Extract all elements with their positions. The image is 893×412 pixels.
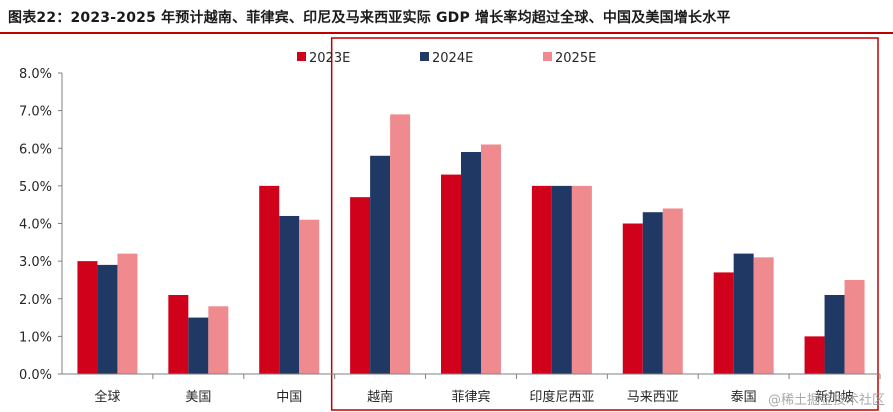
bar-2023E bbox=[441, 174, 461, 374]
bar-2024E bbox=[824, 294, 845, 374]
bar-2025E bbox=[481, 144, 501, 374]
bar-2025E bbox=[208, 306, 229, 374]
legend-label: 2025E bbox=[555, 51, 596, 66]
x-tick-label: 越南 bbox=[367, 389, 393, 405]
bar-chart: 0.0% 1.0% 2.0% 3.0% 4.0% 5.0% 6.0% 7.0% 8.0% 全球 美国… bbox=[19, 37, 881, 411]
y-tick-label: 3.0% bbox=[19, 255, 52, 270]
x-tick-label: 全球 bbox=[94, 389, 120, 405]
x-tick-label: 马来西亚 bbox=[627, 390, 679, 405]
bar-2025E bbox=[390, 114, 411, 374]
legend-label: 2023E bbox=[309, 51, 350, 66]
bar-2024E bbox=[370, 155, 391, 374]
y-tick-label: 4.0% bbox=[19, 218, 52, 233]
x-tick-label: 泰国 bbox=[731, 390, 757, 405]
y-tick-label: 1.0% bbox=[19, 330, 52, 345]
y-tick-label: 6.0% bbox=[19, 142, 52, 157]
bar-2025E bbox=[299, 219, 320, 374]
x-tick-label: 印度尼西亚 bbox=[529, 389, 594, 405]
bar-2025E bbox=[662, 208, 683, 374]
bar-2023E bbox=[77, 261, 98, 374]
legend-swatch-2025E bbox=[543, 52, 552, 61]
highlight-box bbox=[330, 37, 879, 411]
bar-2025E bbox=[571, 185, 592, 374]
bar-2025E bbox=[844, 279, 865, 374]
bar-2024E bbox=[461, 152, 481, 374]
bar-2025E bbox=[117, 253, 138, 374]
bar-2024E bbox=[279, 215, 300, 374]
legend-label: 2024E bbox=[432, 51, 473, 66]
x-tick-label: 新加坡 bbox=[815, 389, 854, 405]
y-tick-label: 7.0% bbox=[19, 105, 52, 120]
x-tick-label: 美国 bbox=[185, 390, 211, 405]
y-tick-label: 0.0% bbox=[19, 368, 52, 383]
y-tick-label: 5.0% bbox=[19, 180, 52, 195]
y-tick-label: 2.0% bbox=[19, 293, 52, 308]
bar-2024E bbox=[551, 185, 572, 374]
y-tick-label: 8.0% bbox=[19, 67, 52, 82]
bar-2024E bbox=[188, 317, 209, 374]
bar-2023E bbox=[622, 223, 643, 374]
legend-swatch-2023E bbox=[297, 52, 306, 61]
title-bar: 图表22：2023-2025 年预计越南、菲律宾、印尼及马来西亚实际 GDP 增… bbox=[0, 0, 893, 34]
bar-2023E bbox=[350, 197, 371, 374]
bar-2023E bbox=[531, 185, 552, 374]
bar-2023E bbox=[713, 272, 734, 374]
bar-2023E bbox=[168, 294, 189, 374]
watermark: @稀土掘金技术社区 bbox=[767, 393, 885, 408]
bar-2024E bbox=[733, 253, 754, 374]
bar-2025E bbox=[753, 257, 774, 374]
bar-2024E bbox=[642, 212, 663, 374]
legend-swatch-2024E bbox=[420, 52, 429, 61]
bar-2023E bbox=[804, 336, 825, 374]
bar-2023E bbox=[259, 185, 280, 374]
x-tick-label: 菲律宾 bbox=[451, 389, 490, 405]
x-tick-label: 中国 bbox=[276, 390, 302, 405]
chart-title: 图表22：2023-2025 年预计越南、菲律宾、印尼及马来西亚实际 GDP 增… bbox=[8, 10, 731, 26]
bar-2024E bbox=[97, 264, 118, 374]
